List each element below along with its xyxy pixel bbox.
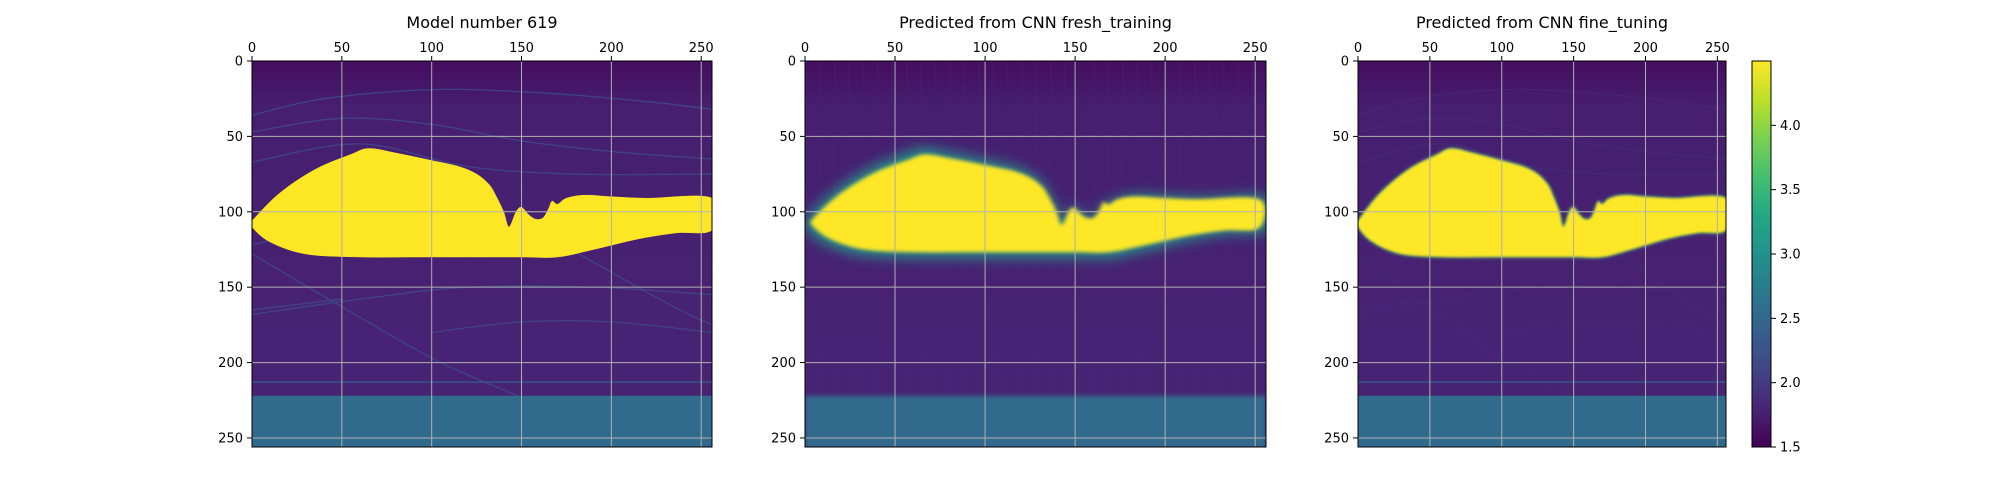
x-tick-label: 250 <box>1705 41 1730 56</box>
x-tick-label: 0 <box>1354 41 1362 56</box>
strata-line <box>431 319 712 334</box>
x-tick-label: 150 <box>1561 41 1586 56</box>
y-tick-label: 100 <box>771 205 796 220</box>
strata-line <box>1358 88 1726 116</box>
texture-stripe <box>1193 61 1196 447</box>
texture-stripe <box>819 61 822 447</box>
texture-stripe <box>1136 61 1139 447</box>
y-tick-label: 0 <box>1341 55 1349 70</box>
y-tick-label: 50 <box>779 130 796 145</box>
y-tick-label: 250 <box>1324 431 1349 446</box>
texture-stripe <box>1150 61 1153 447</box>
anomaly-body <box>810 154 1266 253</box>
strata-line <box>252 298 342 311</box>
y-tick-label: 0 <box>235 55 243 70</box>
y-tick-label: 50 <box>226 130 243 145</box>
texture-stripe <box>1208 61 1211 447</box>
x-tick-label: 50 <box>1422 41 1439 56</box>
colorbar <box>1751 60 1772 448</box>
x-tick-label: 0 <box>248 41 256 56</box>
x-tick-label: 100 <box>973 41 998 56</box>
y-tick-label: 50 <box>1332 130 1349 145</box>
strata-line <box>557 241 712 326</box>
heatmap-panel-1 <box>252 61 712 447</box>
strata-line <box>252 143 712 176</box>
x-tick-label: 100 <box>419 41 444 56</box>
y-tick-label: 200 <box>771 356 796 371</box>
y-tick-label: 100 <box>1324 205 1349 220</box>
y-tick-label: 0 <box>788 55 796 70</box>
texture-stripe <box>848 61 851 447</box>
x-tick-label: 100 <box>1489 41 1514 56</box>
strata-line <box>252 88 712 116</box>
texture-stripe <box>1251 61 1254 447</box>
texture-stripe <box>805 61 807 447</box>
strata-line <box>1358 117 1726 160</box>
texture-stripe <box>1165 61 1168 447</box>
strata-line <box>1358 253 1574 398</box>
texture-stripe <box>833 61 836 447</box>
anomaly-body <box>1358 148 1726 258</box>
y-tick-label: 150 <box>771 281 796 296</box>
x-tick-label: 150 <box>509 41 534 56</box>
strata-line <box>1358 298 1430 311</box>
x-tick-label: 200 <box>599 41 624 56</box>
texture-stripe <box>1222 61 1225 447</box>
colorbar-tick-label: 3.0 <box>1780 248 1801 263</box>
heatmap-panel-3 <box>1358 61 1726 447</box>
y-tick-label: 200 <box>1324 356 1349 371</box>
texture-stripe <box>1179 61 1182 447</box>
x-tick-label: 200 <box>1633 41 1658 56</box>
y-tick-label: 250 <box>218 431 243 446</box>
colorbar-tick-label: 2.0 <box>1780 376 1801 391</box>
panel-title: Predicted from CNN fresh_training <box>899 13 1172 33</box>
y-tick-label: 150 <box>218 281 243 296</box>
bottom-layer <box>805 395 1266 447</box>
colorbar-tick-label: 2.5 <box>1780 312 1801 327</box>
x-tick-label: 250 <box>689 41 714 56</box>
axes-frame <box>804 60 1267 448</box>
axes-frame <box>1357 60 1727 448</box>
strata-line <box>1501 320 1726 333</box>
x-tick-label: 0 <box>801 41 809 56</box>
colorbar-tick-label: 3.5 <box>1780 183 1801 198</box>
x-tick-label: 200 <box>1153 41 1178 56</box>
texture-stripe <box>1237 61 1240 447</box>
bottom-layer <box>1358 395 1726 447</box>
heatmap-panel-2 <box>805 61 1266 447</box>
strata-line <box>1358 143 1726 176</box>
anomaly-body <box>252 148 712 258</box>
x-tick-label: 250 <box>1243 41 1268 56</box>
y-tick-label: 100 <box>218 205 243 220</box>
panel-title: Predicted from CNN fine_tuning <box>1416 13 1668 33</box>
colorbar-tick-label: 4.0 <box>1780 119 1801 134</box>
bottom-layer <box>252 395 712 447</box>
colorbar-tick-label: 1.5 <box>1780 441 1801 456</box>
panel-title: Model number 619 <box>406 13 557 32</box>
x-tick-label: 50 <box>887 41 904 56</box>
x-tick-label: 50 <box>334 41 351 56</box>
y-tick-label: 150 <box>1324 281 1349 296</box>
axes-frame <box>251 60 713 448</box>
y-tick-label: 200 <box>218 356 243 371</box>
strata-line <box>252 117 712 160</box>
y-tick-label: 250 <box>771 431 796 446</box>
x-tick-label: 150 <box>1063 41 1088 56</box>
